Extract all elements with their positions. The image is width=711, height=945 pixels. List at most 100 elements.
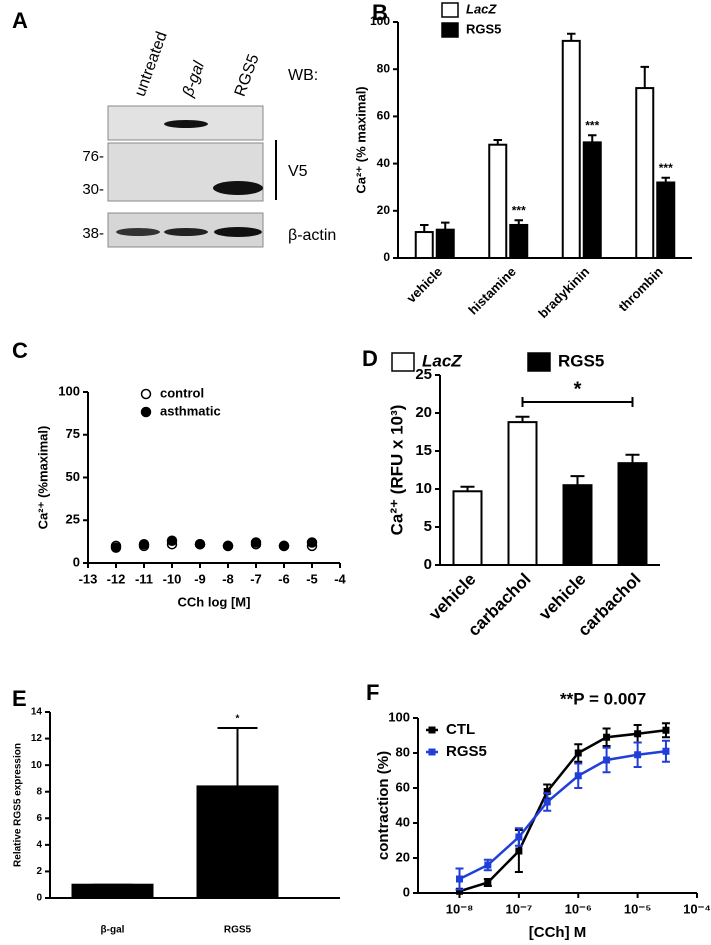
point [515, 833, 523, 841]
y-tick-label: 80 [377, 61, 391, 75]
y-tick-label: 40 [377, 156, 391, 170]
bar [582, 141, 602, 259]
point [222, 540, 234, 552]
bar [656, 181, 676, 259]
y-tick-label: 100 [58, 383, 80, 398]
legend-label: RGS5 [466, 21, 501, 36]
band [213, 181, 263, 195]
panel-label: E [12, 686, 27, 711]
x-tick-label: RGS5 [224, 925, 252, 936]
bar [635, 87, 655, 259]
y-tick-label: 10 [31, 760, 43, 771]
y-tick-label: 8 [36, 786, 42, 797]
error-bar [493, 139, 502, 145]
band [164, 228, 208, 236]
annotation: **P = 0.007 [560, 689, 646, 708]
x-tick-label: vehicle [535, 570, 589, 624]
y-tick-label: 2 [36, 866, 42, 877]
error-bar [441, 221, 450, 230]
point [484, 861, 492, 869]
point [634, 730, 642, 738]
significance: *** [659, 161, 673, 175]
wb-label: WB: [288, 67, 318, 84]
y-tick-label: 0 [36, 893, 42, 904]
y-tick-label: 50 [66, 469, 80, 484]
y-tick-label: 40 [396, 814, 410, 829]
point [250, 537, 262, 548]
error-bar [460, 485, 475, 492]
point [484, 879, 492, 886]
y-axis-label: contraction (%) [375, 751, 392, 860]
error-bar [640, 65, 649, 89]
x-tick-label: -5 [306, 571, 318, 586]
y-axis-label: Ca²⁺ (RFU x 10³) [387, 405, 406, 536]
y-tick-label: 25 [66, 512, 80, 527]
point [306, 537, 318, 548]
point [543, 788, 551, 795]
series-line [458, 750, 667, 881]
y-tick-label: 20 [396, 849, 410, 864]
significance: *** [585, 118, 599, 132]
error-bar [515, 415, 530, 423]
bar [561, 39, 581, 259]
error-bar [661, 176, 670, 183]
error-bar [514, 219, 523, 225]
x-tick-label: 10⁻⁶ [565, 901, 592, 916]
x-tick-label: 10⁻⁸ [446, 901, 473, 916]
legend-label: LacZ [466, 1, 497, 16]
x-tick-label: 10⁻⁴ [683, 901, 711, 916]
x-tick-label: thrombin [615, 264, 665, 314]
bar [414, 231, 434, 259]
x-axis-label: [CCh] M [529, 924, 586, 941]
bar [617, 462, 648, 566]
panel-label: D [362, 346, 378, 371]
y-tick-label: 5 [424, 518, 432, 535]
legend-swatch [428, 726, 436, 734]
legend-swatch [428, 748, 436, 756]
x-tick-label: -7 [250, 571, 262, 586]
point [662, 747, 670, 755]
x-tick-label: -4 [334, 571, 346, 586]
bar [435, 228, 455, 259]
band [116, 228, 160, 236]
y-tick-label: 0 [383, 250, 390, 264]
point [574, 772, 582, 780]
x-tick-label: -8 [222, 571, 234, 586]
y-tick-label: 25 [415, 366, 432, 383]
x-tick-label: vehicle [404, 264, 446, 306]
x-tick-label: -10 [163, 571, 182, 586]
y-tick-label: 15 [415, 442, 432, 459]
y-axis-label: Ca²⁺ (%maximal) [35, 426, 50, 530]
lane-label: untreated [132, 29, 171, 98]
x-tick-label: -6 [278, 571, 290, 586]
band [214, 227, 262, 237]
y-tick-label: 14 [31, 707, 43, 718]
bar [509, 223, 529, 260]
y-tick-label: 80 [396, 744, 410, 759]
mw-marker: 30- [82, 181, 104, 198]
lane-label: RGS5 [232, 52, 263, 99]
legend-label: RGS5 [446, 743, 487, 760]
bar [562, 484, 593, 567]
y-tick-label: 0 [424, 556, 432, 573]
y-tick-label: 20 [377, 203, 391, 217]
row-label: V5 [288, 163, 308, 180]
significance: * [236, 714, 240, 725]
x-axis-label: CCh log [M] [178, 594, 251, 609]
bar [71, 883, 154, 900]
error-bar [217, 726, 258, 787]
y-tick-label: 60 [377, 109, 391, 123]
legend-label: RGS5 [558, 351, 604, 370]
lane-label: β-gal [179, 59, 208, 100]
y-axis-label: Ca²⁺ (% maximal) [353, 86, 368, 193]
point [138, 538, 150, 550]
legend-label: control [160, 385, 204, 400]
y-tick-label: 100 [370, 14, 390, 28]
bar [488, 143, 508, 259]
legend-swatch [441, 2, 459, 18]
y-tick-label: 0 [403, 884, 410, 899]
legend-swatch [140, 406, 152, 418]
x-tick-label: -9 [194, 571, 206, 586]
legend-swatch [140, 388, 152, 400]
